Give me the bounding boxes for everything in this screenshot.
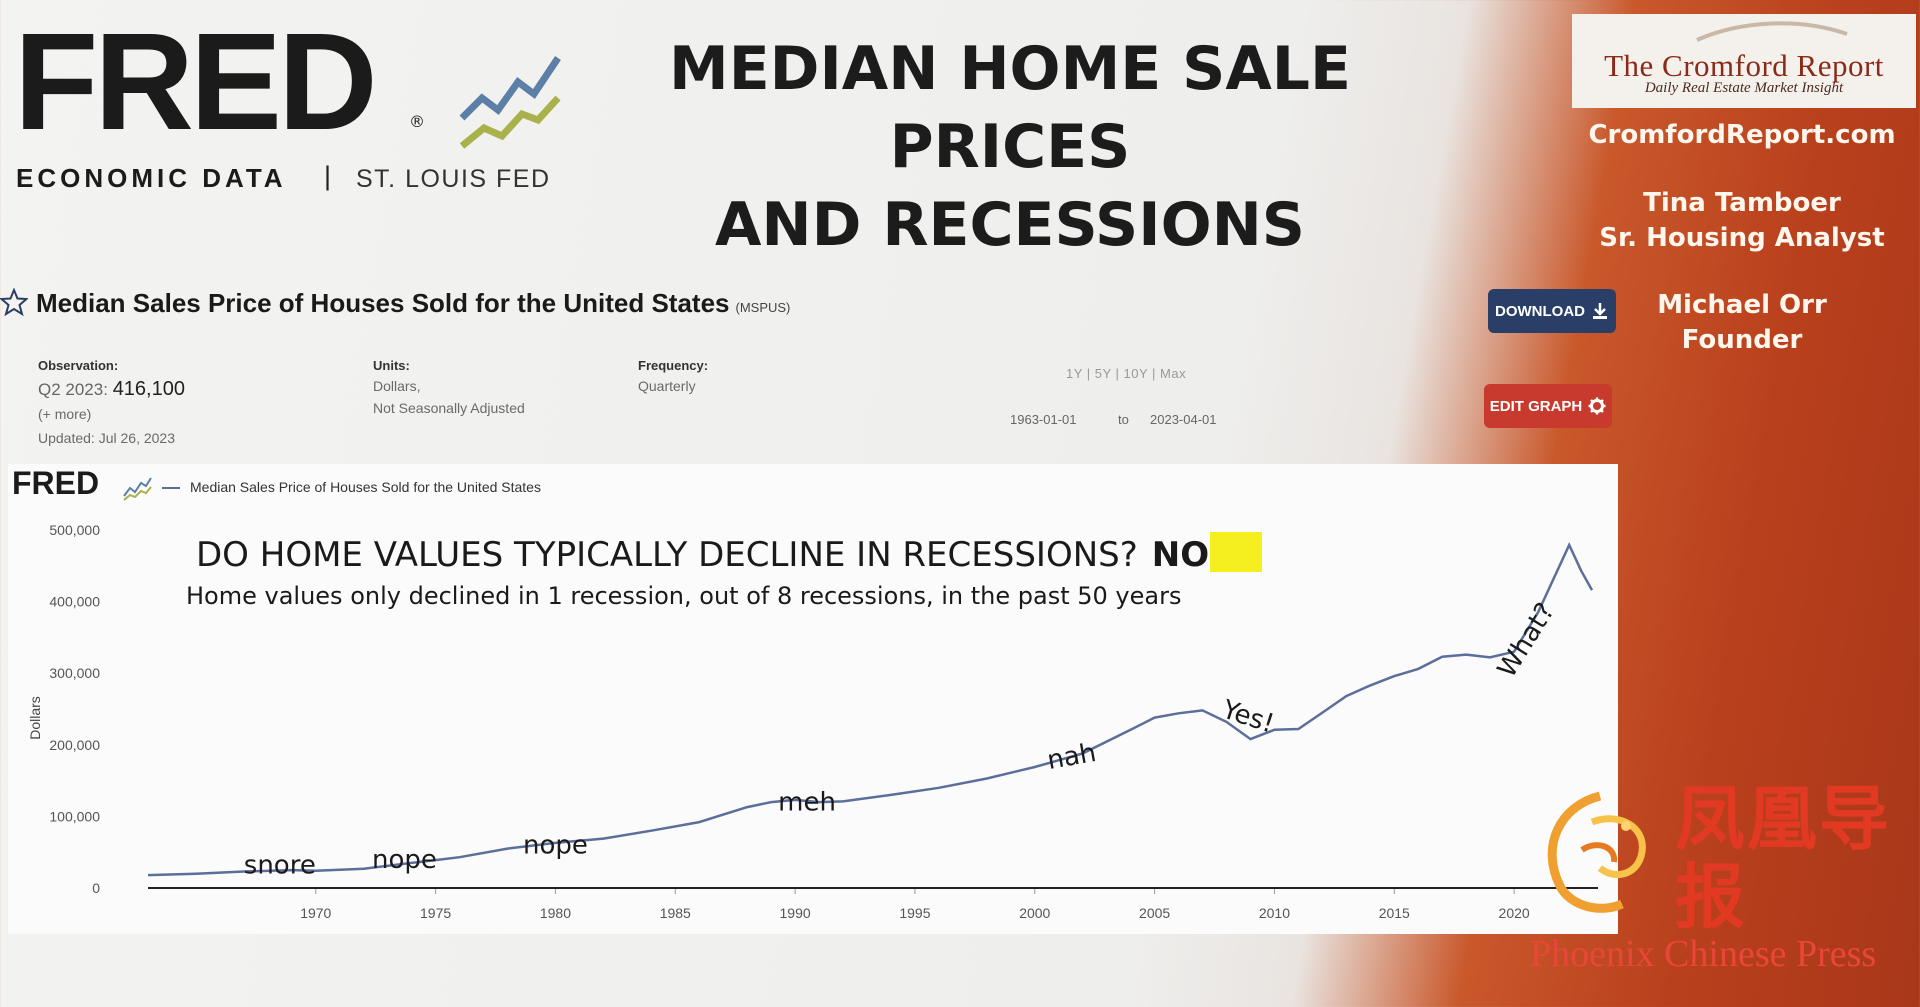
series-code: (MSPUS) bbox=[735, 300, 791, 315]
series-title: Median Sales Price of Houses Sold for th… bbox=[36, 288, 730, 318]
edit-graph-button[interactable]: EDIT GRAPH bbox=[1484, 384, 1612, 428]
page-title-line2: AND RECESSIONS bbox=[714, 190, 1306, 260]
date-range-to-label: to bbox=[1118, 412, 1129, 427]
registered-mark: ® bbox=[409, 112, 425, 131]
annotation-label: Yes! bbox=[1218, 694, 1278, 739]
chart-headline-answer: NO bbox=[1152, 535, 1209, 575]
edit-graph-button-label: EDIT GRAPH bbox=[1489, 397, 1583, 415]
units-value-line1: Dollars, bbox=[373, 378, 421, 394]
phoenix-chinese-press-watermark: 凤凰导报 Phoenix Chinese Press bbox=[1520, 780, 1920, 980]
observation-value: 416,100 bbox=[112, 378, 185, 400]
chart-headline: DO HOME VALUES TYPICALLY DECLINE IN RECE… bbox=[196, 535, 1209, 575]
fred-logo-text: FRED bbox=[14, 5, 378, 159]
x-tick-label: 2015 bbox=[1379, 905, 1410, 921]
frequency-label: Frequency: bbox=[638, 358, 709, 373]
legend-fred-mark-icon bbox=[123, 477, 152, 497]
units-label: Units: bbox=[373, 358, 410, 373]
date-range-end[interactable]: 2023-04-01 bbox=[1150, 412, 1217, 427]
answer-highlight bbox=[1210, 532, 1262, 572]
gear-icon bbox=[1588, 397, 1606, 415]
fred-subtitle-economic-data: ECONOMIC DATA bbox=[16, 163, 287, 193]
fred-logo: FRED ® ECONOMIC DATA | ST. LOUIS FED bbox=[14, 5, 574, 200]
fred-subtitle-st-louis-fed: ST. LOUIS FED bbox=[356, 165, 551, 193]
annotation-label: nope bbox=[523, 831, 588, 861]
date-range-presets[interactable]: 1Y | 5Y | 10Y | Max bbox=[1066, 366, 1187, 381]
y-tick-label: 0 bbox=[92, 880, 100, 896]
annotation-label: nope bbox=[372, 845, 437, 875]
page-title-line1: MEDIAN HOME SALE PRICES bbox=[668, 34, 1352, 182]
date-range-start[interactable]: 1963-01-01 bbox=[1010, 412, 1077, 427]
legend-series-label: Median Sales Price of Houses Sold for th… bbox=[190, 479, 541, 495]
x-tick-label: 1990 bbox=[780, 905, 811, 921]
annotation-label: What? bbox=[1492, 598, 1561, 684]
y-axis-label: Dollars bbox=[27, 696, 43, 740]
phoenix-bird-icon bbox=[1547, 791, 1646, 913]
cromford-swoosh-icon bbox=[1696, 21, 1848, 42]
legend-fred-mark-icon-secondary bbox=[123, 486, 152, 501]
annotation-label: nah bbox=[1045, 738, 1098, 776]
annotation-label: snore bbox=[244, 851, 316, 881]
chart-subtitle: Home values only declined in 1 recession… bbox=[186, 582, 1181, 610]
y-tick-label: 100,000 bbox=[49, 808, 100, 824]
series-line-median-sales-price bbox=[147, 542, 1594, 877]
x-tick-label: 2020 bbox=[1499, 905, 1530, 921]
favorite-star-icon[interactable] bbox=[0, 288, 28, 316]
fred-chart-mark-icon bbox=[459, 56, 561, 149]
download-button[interactable]: DOWNLOAD bbox=[1488, 289, 1616, 333]
watermark-chinese-name: 凤凰导报 bbox=[1675, 778, 1891, 938]
watermark-english-name: Phoenix Chinese Press bbox=[1530, 933, 1877, 975]
y-tick-label: 500,000 bbox=[49, 522, 100, 538]
y-tick-label: 300,000 bbox=[49, 665, 100, 681]
analyst-name: Tina Tamboer bbox=[1643, 188, 1841, 218]
more-observations-link[interactable]: (+ more) bbox=[38, 406, 92, 422]
x-tick-label: 2000 bbox=[1019, 905, 1050, 921]
cromford-brand-name: The Cromford Report bbox=[1604, 48, 1884, 83]
chart-headline-question: DO HOME VALUES TYPICALLY DECLINE IN RECE… bbox=[196, 535, 1138, 575]
x-tick-label: 1985 bbox=[660, 905, 691, 921]
founder-role: Founder bbox=[1681, 325, 1803, 355]
page-title: MEDIAN HOME SALE PRICES AND RECESSIONS bbox=[570, 30, 1450, 264]
units-value-line2: Not Seasonally Adjusted bbox=[373, 400, 525, 416]
chart-annotations: snore nope nope meh nah Yes! What? bbox=[244, 598, 1561, 881]
download-button-label: DOWNLOAD bbox=[1495, 302, 1585, 320]
updated-date: Updated: Jul 26, 2023 bbox=[38, 430, 175, 446]
observation-line: Q2 2023: 416,100 bbox=[38, 378, 185, 401]
frequency-value: Quarterly bbox=[638, 378, 696, 394]
series-header: Median Sales Price of Houses Sold for th… bbox=[0, 288, 790, 319]
founder-name: Michael Orr bbox=[1657, 290, 1827, 320]
y-tick-label: 400,000 bbox=[49, 594, 100, 610]
fred-subtitle-separator: | bbox=[324, 161, 332, 191]
site-url: CromfordReport.com bbox=[1588, 120, 1896, 150]
analyst-role: Sr. Housing Analyst bbox=[1599, 223, 1885, 253]
annotation-label: meh bbox=[778, 788, 836, 818]
cromford-logo: The Cromford Report Daily Real Estate Ma… bbox=[1572, 14, 1916, 108]
x-tick-label: 1995 bbox=[899, 905, 930, 921]
x-axis: 1970 1975 1980 1985 1990 1995 2000 2005 2010 2015… bbox=[300, 888, 1530, 921]
x-tick-label: 1970 bbox=[300, 905, 331, 921]
x-tick-label: 2005 bbox=[1139, 905, 1170, 921]
chart-legend: FRED Median Sales Price of Houses Sold f… bbox=[12, 465, 541, 501]
cromford-tagline: Daily Real Estate Market Insight bbox=[1644, 80, 1844, 96]
download-icon bbox=[1593, 303, 1607, 319]
y-tick-label: 200,000 bbox=[49, 737, 100, 753]
x-tick-label: 1980 bbox=[540, 905, 571, 921]
chart-panel: FRED Median Sales Price of Houses Sold f… bbox=[8, 464, 1618, 934]
line-chart: FRED Median Sales Price of Houses Sold f… bbox=[12, 465, 1598, 921]
observation-label: Observation: bbox=[38, 358, 119, 373]
x-tick-label: 1975 bbox=[420, 905, 451, 921]
observation-period: Q2 2023: bbox=[38, 380, 108, 399]
y-axis: 0 100,000 200,000 300,000 400,000 500,000 bbox=[49, 522, 100, 896]
x-tick-label: 2010 bbox=[1259, 905, 1290, 921]
legend-fred-logo: FRED bbox=[12, 465, 99, 501]
